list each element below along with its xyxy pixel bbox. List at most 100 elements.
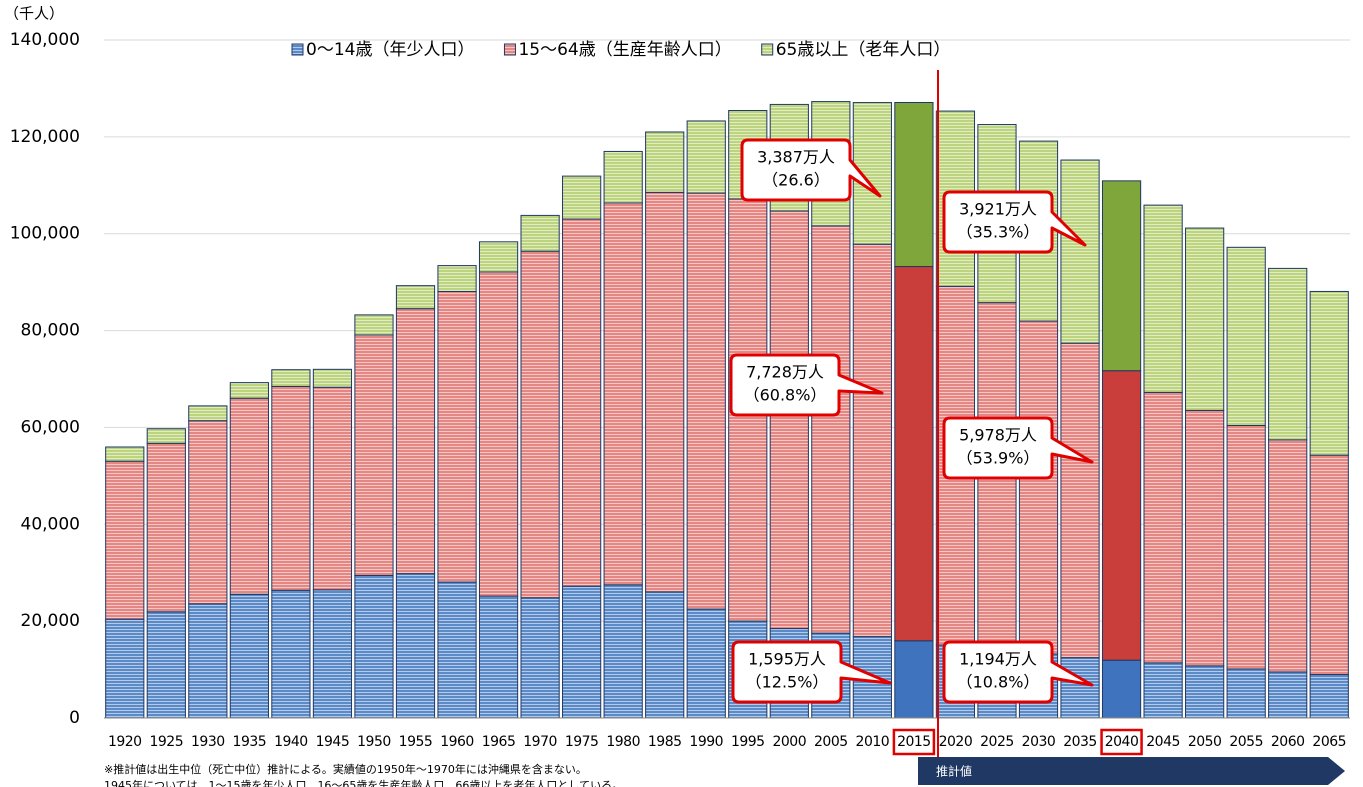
callout-box	[942, 416, 1094, 480]
bar-segment	[146, 442, 186, 613]
callout-text: 1,595万人	[748, 650, 826, 669]
bar-segment	[562, 175, 602, 220]
category-highlight-box	[1100, 728, 1143, 756]
x-tick-label: 1975	[565, 734, 599, 750]
callout-text: （35.3%）	[957, 223, 1040, 242]
bar-segment	[520, 597, 560, 719]
bar-segment	[105, 460, 145, 620]
bar-segment	[188, 603, 228, 719]
footnote: 1945年については、1～15歳を年少人口、16～65歳を生産年齢人口、66歳以…	[104, 778, 623, 787]
bar-segment	[645, 191, 685, 593]
callout-box	[740, 138, 882, 202]
x-tick-label: 1940	[274, 734, 308, 750]
x-tick-label: 2040	[1105, 734, 1139, 750]
x-tick-label: 1965	[482, 734, 516, 750]
bar-segment	[1143, 391, 1183, 664]
bar-segment	[1226, 668, 1266, 719]
x-tick-label: 2065	[1312, 734, 1346, 750]
x-tick-label: 1995	[731, 734, 765, 750]
bar-segment	[852, 243, 892, 638]
bar-segment	[229, 382, 269, 399]
bar-segment	[645, 591, 685, 719]
bar-segment	[520, 214, 560, 252]
bar-segment	[478, 271, 519, 597]
callout-text: （12.5%）	[746, 673, 829, 692]
callout-box	[942, 190, 1087, 254]
x-tick-label: 2030	[1022, 734, 1056, 750]
bar-segment	[1226, 246, 1266, 426]
y-tick-label: 140,000	[10, 30, 80, 50]
bar-segment	[146, 428, 186, 444]
bar-segment	[1185, 409, 1225, 667]
y-tick-label: 0	[69, 708, 80, 728]
bar-segment	[1060, 159, 1100, 344]
x-tick-label: 1960	[440, 734, 474, 750]
x-tick-label: 1980	[606, 734, 640, 750]
y-axis-label: （千人）	[4, 5, 64, 23]
bar-segment	[437, 290, 477, 583]
bar-segment	[188, 420, 228, 605]
y-tick-label: 60,000	[21, 417, 80, 437]
x-tick-label: 2015	[897, 734, 931, 750]
bar-segment	[395, 285, 436, 310]
bar-segment	[105, 618, 145, 719]
bar-segment	[686, 192, 726, 610]
y-tick-label: 40,000	[21, 514, 80, 534]
bar-segment	[645, 131, 685, 193]
bar-segment	[1018, 320, 1059, 655]
bar-segment	[1309, 290, 1349, 456]
bar-segment	[1226, 424, 1266, 670]
bar-segment	[1309, 454, 1349, 676]
bar-segment	[437, 265, 477, 292]
bar-segment	[354, 314, 394, 336]
footnote: ※推計値は出生中位（死亡中位）推計による。実績値の1950年～1970年には沖縄…	[104, 762, 587, 776]
bar-segment	[229, 397, 269, 595]
bar-segment	[271, 589, 311, 719]
x-tick-label: 2035	[1063, 734, 1097, 750]
bar-segment	[188, 405, 228, 422]
bar-segment	[105, 446, 145, 462]
x-tick-label: 1920	[108, 734, 142, 750]
x-tick-label: 1970	[523, 734, 557, 750]
x-tick-label: 2020	[939, 734, 973, 750]
bar-segment	[437, 581, 477, 719]
y-tick-label: 80,000	[21, 321, 80, 341]
y-tick-label: 100,000	[10, 224, 80, 244]
bar-segment	[312, 368, 353, 388]
bar-segment	[894, 640, 934, 719]
x-tick-label: 2010	[856, 734, 890, 750]
bar-segment	[229, 593, 269, 719]
callout-text: （10.8%）	[957, 673, 1040, 692]
y-tick-label: 120,000	[10, 127, 80, 147]
callout-box	[731, 640, 892, 704]
bar-segment	[603, 150, 643, 204]
bar-segment	[1268, 267, 1308, 441]
bar-segment	[1268, 671, 1308, 719]
x-tick-label: 2050	[1188, 734, 1222, 750]
bar-segment	[603, 202, 643, 586]
bar-segment	[312, 589, 353, 719]
callout-text: （26.6）	[762, 171, 830, 190]
bar-segment	[1060, 342, 1100, 659]
x-tick-label: 2005	[814, 734, 848, 750]
x-tick-label: 1990	[689, 734, 723, 750]
callout-text: （60.8%）	[744, 386, 827, 405]
bar-segment	[146, 611, 186, 719]
bar-segment	[811, 225, 851, 634]
bar-segment	[312, 386, 353, 591]
x-tick-label: 2045	[1146, 734, 1180, 750]
bar-segment	[1060, 657, 1100, 719]
callout-text: 7,728万人	[746, 363, 824, 382]
x-tick-label: 2055	[1229, 734, 1263, 750]
legend-swatch	[503, 43, 516, 56]
x-tick-label: 1950	[357, 734, 391, 750]
callout-text: 5,978万人	[959, 426, 1037, 445]
projection-arrow	[918, 757, 1345, 785]
bar-segment	[1309, 674, 1349, 719]
bar-segment	[686, 120, 726, 194]
legend-label: 65歳以上（老年人口）	[776, 40, 951, 60]
x-tick-label: 1985	[648, 734, 682, 750]
legend-label: 0～14歳（年少人口）	[306, 40, 474, 60]
callout-text: 3,921万人	[959, 200, 1037, 219]
bar-segment	[1143, 204, 1183, 393]
